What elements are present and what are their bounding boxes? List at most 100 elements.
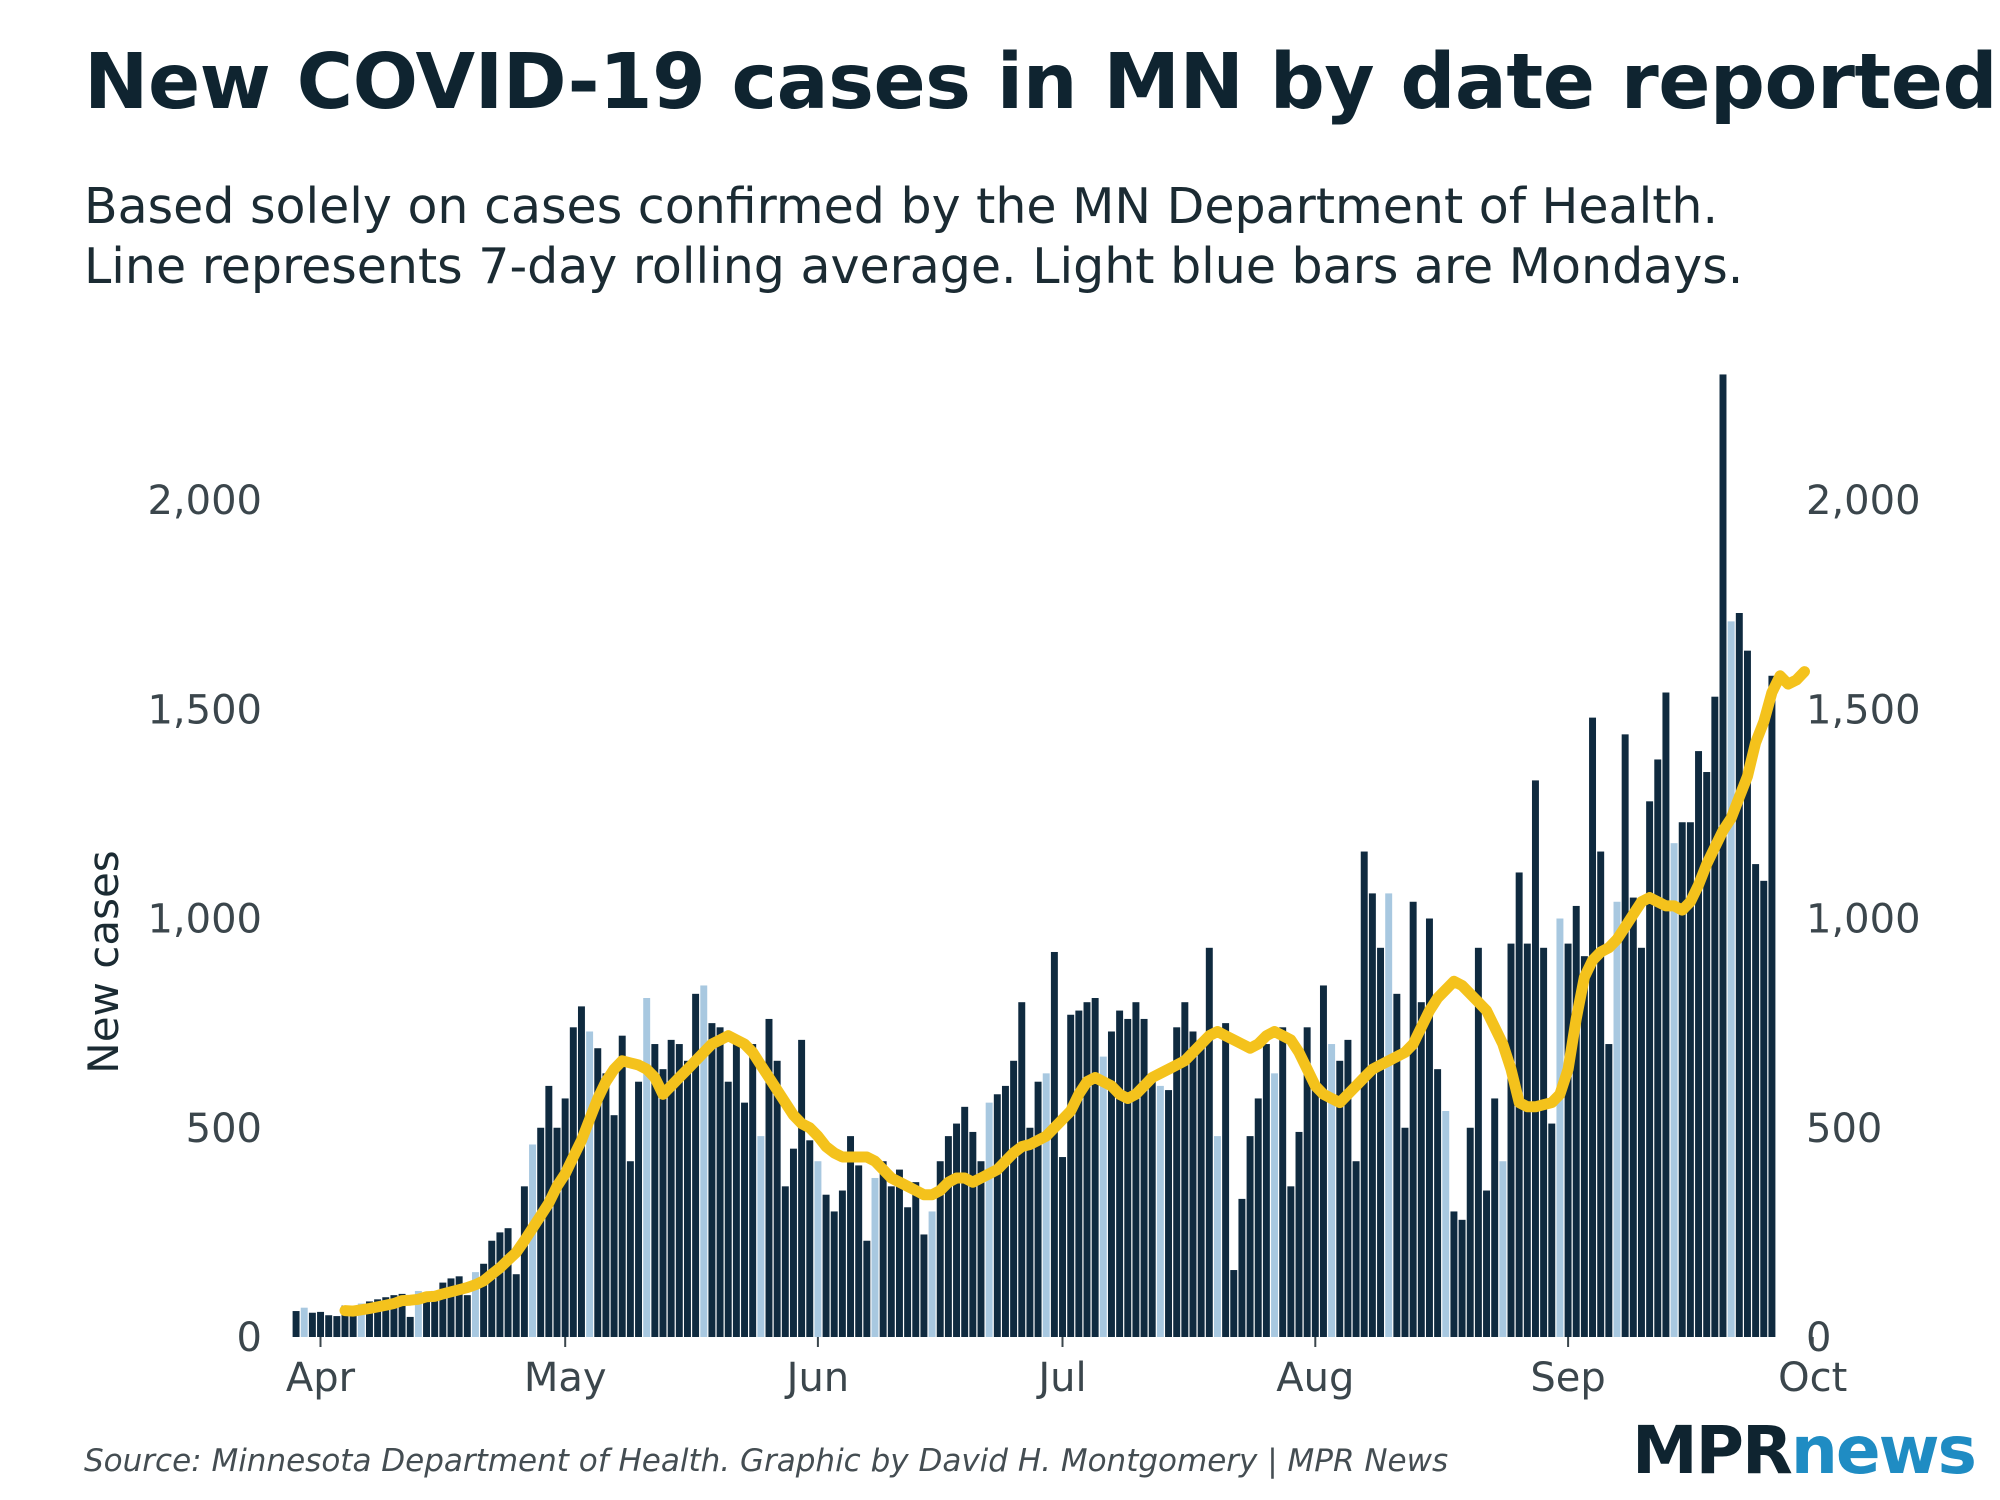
daily-bar — [1018, 1002, 1026, 1337]
daily-bar — [431, 1290, 439, 1337]
monday-bar — [1156, 1085, 1164, 1337]
chart-subtitle-line-2: Line represents 7-day rolling average. L… — [84, 238, 1744, 295]
daily-bar — [895, 1169, 903, 1337]
daily-bar — [904, 1207, 912, 1337]
daily-bar — [1580, 956, 1588, 1337]
y-tick-label-right: 0 — [1806, 1315, 1831, 1361]
y-tick-label-left: 2,000 — [147, 478, 262, 524]
daily-bar — [1629, 897, 1637, 1337]
monday-bar — [1613, 901, 1621, 1337]
daily-bar — [488, 1240, 496, 1337]
chart-subtitle-line-1: Based solely on cases confirmed by the M… — [84, 178, 1719, 235]
daily-bar — [1393, 993, 1401, 1337]
daily-bar — [1050, 951, 1058, 1337]
daily-bar — [504, 1228, 512, 1337]
daily-bar — [1295, 1131, 1303, 1337]
daily-bar — [798, 1039, 806, 1337]
daily-bar — [1173, 1027, 1181, 1337]
daily-bar — [520, 1186, 528, 1337]
y-tick-label-right: 1,000 — [1806, 897, 1921, 943]
logo-mpr: MPR — [1632, 1412, 1793, 1489]
daily-bar — [1434, 1069, 1442, 1337]
bar-series — [292, 374, 1776, 1338]
daily-bar — [365, 1301, 373, 1337]
daily-bar — [333, 1316, 341, 1338]
daily-bar — [1010, 1060, 1018, 1337]
chart-title: New COVID-19 cases in MN by date reporte… — [84, 38, 1998, 127]
daily-bar — [1686, 822, 1694, 1337]
monday-bar — [1727, 621, 1735, 1337]
daily-bar — [390, 1295, 398, 1337]
daily-bar — [308, 1312, 316, 1337]
monday-bar — [1385, 893, 1393, 1337]
daily-bar — [822, 1194, 830, 1337]
daily-bar — [1703, 772, 1711, 1337]
right-y-axis: 0 500 1,000 1,500 2,000 — [1806, 478, 1921, 1361]
daily-bar — [602, 1073, 610, 1337]
daily-bar — [1646, 801, 1654, 1337]
daily-bar — [863, 1240, 871, 1337]
daily-bar — [692, 993, 700, 1337]
daily-bar — [626, 1161, 634, 1337]
y-tick-label-left: 500 — [186, 1106, 262, 1152]
monday-bar — [300, 1307, 308, 1337]
monday-bar — [985, 1102, 993, 1337]
y-tick-label-left: 0 — [237, 1315, 262, 1361]
daily-bar — [455, 1276, 463, 1337]
daily-bar — [1026, 1127, 1034, 1337]
daily-bar — [1377, 947, 1385, 1337]
daily-bar — [1654, 759, 1662, 1337]
daily-bar — [651, 1044, 659, 1337]
x-tick-label: Aug — [1276, 1355, 1354, 1401]
daily-bar — [1564, 943, 1572, 1337]
daily-bar — [1360, 851, 1368, 1337]
daily-bar — [741, 1102, 749, 1337]
daily-bar — [953, 1123, 961, 1338]
daily-bar — [577, 1006, 585, 1337]
daily-bar — [847, 1136, 855, 1337]
daily-bar — [1768, 675, 1776, 1337]
daily-bar — [635, 1081, 643, 1337]
daily-bar — [292, 1311, 300, 1337]
daily-bar — [1401, 1127, 1409, 1337]
daily-bar — [1352, 1161, 1360, 1337]
daily-bar — [749, 1044, 757, 1337]
rolling-average-line — [339, 666, 1810, 1317]
daily-bar — [1621, 734, 1629, 1337]
daily-bar — [1466, 1127, 1474, 1337]
y-tick-label-right: 2,000 — [1806, 478, 1921, 524]
daily-bar — [912, 1182, 920, 1337]
daily-bar — [594, 1048, 602, 1337]
daily-bar — [1230, 1270, 1238, 1337]
daily-bar — [708, 1023, 716, 1338]
x-tick-label: May — [524, 1355, 607, 1401]
daily-bar — [325, 1315, 333, 1337]
daily-bar — [1059, 1157, 1067, 1337]
daily-bar — [1409, 901, 1417, 1337]
daily-bar — [610, 1115, 618, 1337]
daily-bar — [936, 1161, 944, 1337]
daily-bar — [1336, 1060, 1344, 1337]
daily-bar — [1311, 1085, 1319, 1337]
monday-bar — [1099, 1056, 1107, 1337]
monday-bar — [1499, 1161, 1507, 1337]
daily-bar — [1523, 943, 1531, 1337]
daily-bar — [1662, 692, 1670, 1337]
daily-bar — [789, 1148, 797, 1337]
x-tick-label: Apr — [286, 1355, 356, 1401]
daily-bar — [553, 1127, 561, 1337]
daily-bar — [1507, 943, 1515, 1337]
daily-bar — [512, 1274, 520, 1337]
daily-bar — [341, 1305, 349, 1337]
daily-bar — [1319, 985, 1327, 1337]
daily-bar — [1083, 1002, 1091, 1337]
daily-bar — [398, 1293, 406, 1337]
left-y-axis: 0 500 1,000 1,500 2,000 — [147, 478, 262, 1361]
daily-bar — [1116, 1010, 1124, 1337]
daily-bar — [1189, 1031, 1197, 1337]
daily-bar — [716, 1027, 724, 1337]
daily-bar — [1075, 1010, 1083, 1337]
monday-bar — [757, 1136, 765, 1337]
daily-bar — [561, 1098, 569, 1337]
